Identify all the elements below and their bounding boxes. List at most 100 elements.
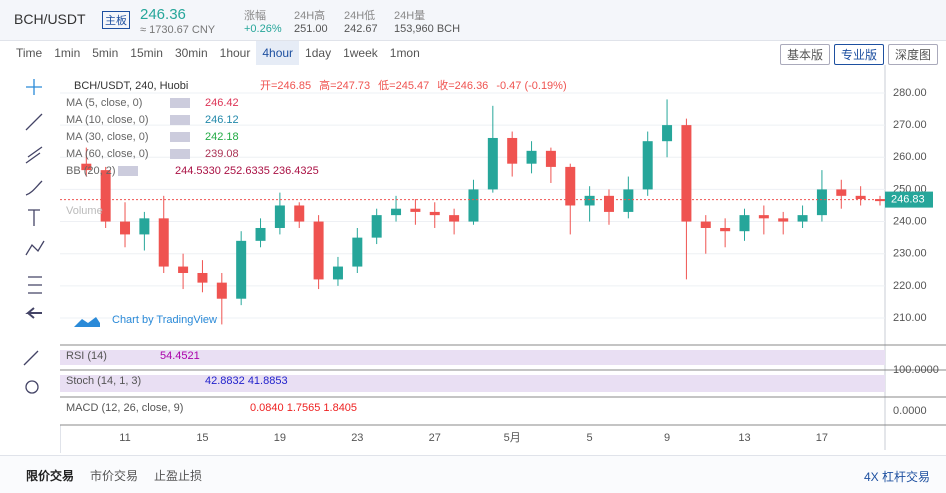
ohlc-value: 开=246.85: [260, 80, 311, 92]
view-button[interactable]: 深度图: [887, 44, 938, 65]
x-tick-label: 13: [738, 432, 750, 444]
leverage-link[interactable]: 4X 杠杆交易: [863, 470, 930, 484]
candle-body: [100, 170, 111, 222]
candle-body: [681, 125, 692, 222]
stat-label: 24H量: [394, 10, 426, 22]
interval[interactable]: 5min: [92, 46, 119, 60]
candle-body: [816, 189, 827, 216]
stat-label: 24H高: [294, 10, 326, 22]
x-tick-label: 5月: [504, 432, 521, 444]
toolbar: Time 1min 5min 15min 30min 1hour 4hour 1day 1wee…: [10, 41, 426, 65]
y-tick-label: 280.00: [893, 87, 927, 99]
candle-body: [158, 218, 169, 267]
last-price-box: [885, 191, 933, 208]
candle-body: [603, 195, 614, 212]
x-tick-label: 27: [429, 432, 441, 444]
ohlc-value: 低=245.47: [378, 79, 429, 92]
badge: 主板: [102, 11, 130, 29]
candle-body: [468, 189, 479, 222]
header: BCH/USDT 主板 246.36 ≈ 1730.67 CNY 涨幅 +0.26…: [0, 0, 946, 41]
view-button[interactable]: 基本版: [779, 44, 830, 65]
volume-label: Volume: [66, 205, 103, 217]
candle-body: [584, 195, 595, 206]
indicator-ctrl: [170, 98, 190, 108]
interval[interactable]: 4hour: [256, 41, 300, 65]
trade-tab[interactable]: 止盈止损: [154, 469, 203, 483]
candle-body: [565, 166, 576, 206]
candle-body: [545, 150, 556, 167]
stat-value: +0.26%: [244, 23, 282, 35]
views: 基本版 专业版 深度图: [776, 44, 938, 65]
footer: 4X 杠杆交易 限价交易 市价交易 止盈止损: [0, 455, 946, 493]
stat-value: 251.00: [294, 23, 328, 35]
trade-tab[interactable]: 市价交易: [90, 469, 139, 483]
candle-body: [391, 208, 402, 216]
candle-body: [255, 227, 266, 241]
candle-body: [797, 215, 808, 222]
candle-body: [274, 205, 285, 228]
x-tick-label: 23: [351, 432, 363, 444]
indicator-ctrl: [170, 149, 190, 159]
candle-body: [855, 195, 866, 200]
indicator-name: MA (30, close, 0): [66, 131, 149, 143]
candle-body: [720, 227, 731, 232]
y-tick-label: 210.00: [893, 312, 927, 324]
pane-values: 0.0840 1.7565 1.8405: [250, 402, 357, 414]
y-tick-label: 240.00: [893, 215, 927, 227]
pane-axis-label: 100.0000: [893, 364, 939, 376]
watermark: Chart by TradingView: [112, 314, 217, 326]
ohlc-value: -0.47 (-0.19%): [496, 80, 566, 92]
interval[interactable]: 30min: [174, 46, 208, 60]
candle-body: [294, 205, 305, 222]
indicator-name: MA (5, close, 0): [66, 97, 142, 109]
trade-tab[interactable]: 限价交易: [26, 469, 75, 483]
y-tick-label: 220.00: [893, 280, 927, 292]
interval[interactable]: 1week: [343, 46, 378, 60]
candle-body: [178, 266, 189, 273]
candle-body: [642, 141, 653, 190]
candle-body: [526, 150, 537, 164]
stat-label: 涨幅: [244, 10, 266, 22]
indicator-value: 246.42: [205, 97, 239, 109]
indicator-value: 246.12: [205, 114, 239, 126]
candle-body: [429, 211, 440, 216]
interval[interactable]: Time: [16, 46, 43, 60]
x-tick-label: 9: [664, 432, 670, 444]
indicator-name: BB (20, 2): [66, 165, 116, 177]
pane-band: [60, 375, 885, 392]
indicator-ctrl: [170, 115, 190, 125]
candle-body: [758, 215, 769, 219]
stat-value: 153,960 BCH: [394, 23, 461, 35]
candle-body: [778, 218, 789, 222]
pane-values: 42.8832 41.8853: [205, 375, 288, 387]
candle-body: [487, 137, 498, 190]
candle-body: [739, 215, 750, 232]
legend-title: BCH/USDT, 240, Huobi: [74, 80, 188, 92]
last-price-label: 246.83: [891, 194, 925, 206]
pane-name: RSI (14): [66, 350, 107, 362]
candle-body: [836, 189, 847, 196]
interval[interactable]: 1mon: [389, 46, 420, 60]
candle-body: [120, 221, 131, 235]
interval[interactable]: 1day: [305, 46, 332, 60]
candle-body: [216, 282, 227, 299]
x-tick-label: 15: [196, 432, 208, 444]
candle-body: [352, 237, 363, 267]
interval[interactable]: 1min: [54, 46, 81, 60]
x-tick-label: 5: [587, 432, 593, 444]
x-tick-label: 11: [119, 432, 130, 444]
view-button[interactable]: 专业版: [833, 44, 884, 65]
pane-name: MACD (12, 26, close, 9): [66, 402, 183, 414]
stat-value: 242.67: [344, 23, 378, 35]
indicator-value: 242.18: [205, 131, 239, 143]
candle-body: [700, 221, 711, 228]
x-tick-label: 17: [816, 432, 828, 444]
interval[interactable]: 15min: [130, 46, 163, 60]
pane-values: 54.4521: [160, 350, 200, 362]
indicator-value: 244.5330 252.6335 236.4325: [175, 165, 319, 177]
stat-label: 24H低: [344, 10, 376, 22]
indicator-ctrl: [118, 166, 138, 176]
candle-body: [410, 208, 421, 212]
y-tick-label: 230.00: [893, 248, 927, 260]
interval[interactable]: 1hour: [219, 46, 251, 60]
